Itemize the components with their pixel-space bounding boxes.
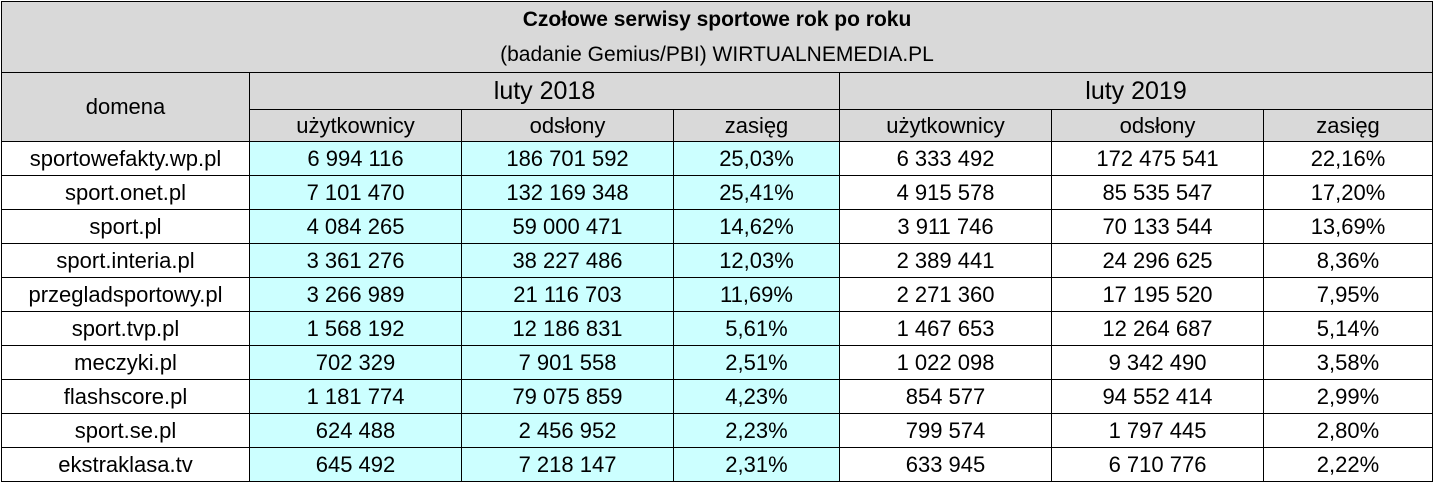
value-cell-users-2019: 2 389 441 [839, 243, 1052, 278]
value-cell-users-2019: 799 574 [839, 413, 1052, 448]
value-cell-users-2018: 7 101 470 [249, 175, 462, 210]
value-cell-reach-2018: 4,23% [673, 379, 840, 414]
domain-cell: sport.se.pl [1, 413, 250, 448]
table-row: sport.onet.pl 7 101 470 132 169 348 25,41% 4… [1, 175, 1433, 210]
value-cell-views-2019: 9 342 490 [1051, 345, 1264, 380]
value-cell-views-2018: 7 901 558 [461, 345, 674, 380]
table-row: sport.tvp.pl 1 568 192 12 186 831 5,61% 1 46… [1, 311, 1433, 346]
value-cell-views-2018: 132 169 348 [461, 175, 674, 210]
value-cell-views-2018: 38 227 486 [461, 243, 674, 278]
metric-header-reach-2018: zasięg [673, 109, 840, 142]
table-title: Czołowe serwisy sportowe rok po roku [1, 1, 1433, 37]
value-cell-users-2019: 633 945 [839, 447, 1052, 482]
value-cell-users-2019: 1 022 098 [839, 345, 1052, 380]
domain-cell: ekstraklasa.tv [1, 447, 250, 482]
value-cell-users-2019: 1 467 653 [839, 311, 1052, 346]
table-subtitle: (badanie Gemius/PBI) WIRTUALNEMEDIA.PL [1, 37, 1433, 73]
value-cell-views-2019: 1 797 445 [1051, 413, 1264, 448]
period-header-2018: luty 2018 [249, 72, 840, 110]
value-cell-users-2018: 4 084 265 [249, 209, 462, 244]
value-cell-views-2019: 24 296 625 [1051, 243, 1264, 278]
value-cell-reach-2019: 3,58% [1263, 345, 1433, 380]
domain-cell: sport.onet.pl [1, 175, 250, 210]
value-cell-views-2019: 85 535 547 [1051, 175, 1264, 210]
value-cell-users-2019: 6 333 492 [839, 141, 1052, 176]
table-row: sportowefakty.wp.pl 6 994 116 186 701 592 2… [1, 141, 1433, 176]
value-cell-reach-2019: 17,20% [1263, 175, 1433, 210]
domain-column-header: domena [1, 72, 250, 142]
value-cell-reach-2018: 5,61% [673, 311, 840, 346]
metric-header-users-2018: użytkownicy [249, 109, 462, 142]
table-body: sportowefakty.wp.pl 6 994 116 186 701 592 2… [1, 141, 1433, 482]
value-cell-reach-2018: 11,69% [673, 277, 840, 312]
table-row: sport.se.pl 624 488 2 456 952 2,23% 799 574 1… [1, 413, 1433, 448]
value-cell-users-2018: 645 492 [249, 447, 462, 482]
domain-cell: sportowefakty.wp.pl [1, 141, 250, 176]
value-cell-views-2019: 70 133 544 [1051, 209, 1264, 244]
domain-cell: przegladsportowy.pl [1, 277, 250, 312]
table-row: przegladsportowy.pl 3 266 989 21 116 703 11… [1, 277, 1433, 312]
value-cell-reach-2019: 8,36% [1263, 243, 1433, 278]
value-cell-reach-2018: 2,23% [673, 413, 840, 448]
value-cell-reach-2019: 2,99% [1263, 379, 1433, 414]
value-cell-users-2019: 2 271 360 [839, 277, 1052, 312]
period-header-2019: luty 2019 [839, 72, 1433, 110]
value-cell-reach-2019: 7,95% [1263, 277, 1433, 312]
value-cell-reach-2019: 5,14% [1263, 311, 1433, 346]
value-cell-users-2018: 1 568 192 [249, 311, 462, 346]
value-cell-reach-2019: 13,69% [1263, 209, 1433, 244]
metric-header-users-2019: użytkownicy [839, 109, 1052, 142]
value-cell-views-2018: 7 218 147 [461, 447, 674, 482]
sports-sites-table: Czołowe serwisy sportowe rok po roku (ba… [1, 1, 1433, 482]
value-cell-users-2019: 4 915 578 [839, 175, 1052, 210]
value-cell-views-2018: 79 075 859 [461, 379, 674, 414]
value-cell-users-2018: 702 329 [249, 345, 462, 380]
value-cell-views-2018: 21 116 703 [461, 277, 674, 312]
table-row: meczyki.pl 702 329 7 901 558 2,51% 1 022 098… [1, 345, 1433, 380]
value-cell-users-2018: 3 361 276 [249, 243, 462, 278]
domain-cell: sport.interia.pl [1, 243, 250, 278]
value-cell-views-2018: 2 456 952 [461, 413, 674, 448]
value-cell-users-2019: 3 911 746 [839, 209, 1052, 244]
value-cell-views-2019: 172 475 541 [1051, 141, 1264, 176]
table-row: sport.pl 4 084 265 59 000 471 14,62% 3 911 7… [1, 209, 1433, 244]
value-cell-users-2018: 6 994 116 [249, 141, 462, 176]
value-cell-users-2019: 854 577 [839, 379, 1052, 414]
table-row: ekstraklasa.tv 645 492 7 218 147 2,31% 633 9… [1, 447, 1433, 482]
value-cell-views-2018: 59 000 471 [461, 209, 674, 244]
value-cell-reach-2019: 22,16% [1263, 141, 1433, 176]
value-cell-reach-2018: 2,31% [673, 447, 840, 482]
domain-cell: flashscore.pl [1, 379, 250, 414]
table-row: sport.interia.pl 3 361 276 38 227 486 12,03… [1, 243, 1433, 278]
value-cell-reach-2019: 2,22% [1263, 447, 1433, 482]
value-cell-views-2018: 186 701 592 [461, 141, 674, 176]
value-cell-reach-2018: 25,41% [673, 175, 840, 210]
value-cell-views-2019: 94 552 414 [1051, 379, 1264, 414]
value-cell-views-2019: 17 195 520 [1051, 277, 1264, 312]
value-cell-reach-2019: 2,80% [1263, 413, 1433, 448]
domain-cell: meczyki.pl [1, 345, 250, 380]
value-cell-reach-2018: 12,03% [673, 243, 840, 278]
table-row: flashscore.pl 1 181 774 79 075 859 4,23% 854… [1, 379, 1433, 414]
value-cell-reach-2018: 2,51% [673, 345, 840, 380]
value-cell-users-2018: 3 266 989 [249, 277, 462, 312]
domain-cell: sport.pl [1, 209, 250, 244]
value-cell-reach-2018: 14,62% [673, 209, 840, 244]
domain-cell: sport.tvp.pl [1, 311, 250, 346]
value-cell-reach-2018: 25,03% [673, 141, 840, 176]
metric-header-views-2018: odsłony [461, 109, 674, 142]
value-cell-views-2018: 12 186 831 [461, 311, 674, 346]
value-cell-users-2018: 1 181 774 [249, 379, 462, 414]
metric-header-reach-2019: zasięg [1263, 109, 1433, 142]
value-cell-views-2019: 12 264 687 [1051, 311, 1264, 346]
value-cell-users-2018: 624 488 [249, 413, 462, 448]
value-cell-views-2019: 6 710 776 [1051, 447, 1264, 482]
metric-header-views-2019: odsłony [1051, 109, 1264, 142]
